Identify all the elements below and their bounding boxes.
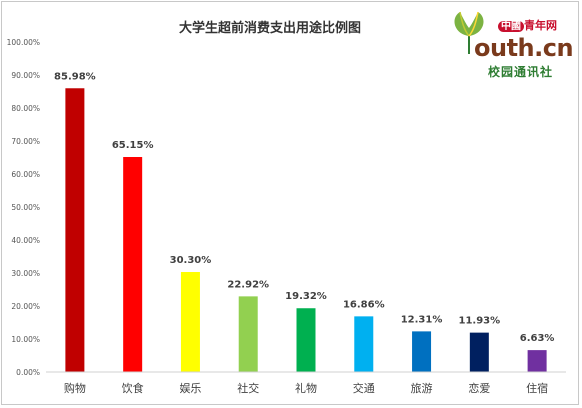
data-label: 6.63% xyxy=(520,333,555,344)
bar xyxy=(123,157,143,372)
bar xyxy=(469,332,489,372)
logo-top-label: 青年网 xyxy=(524,19,557,32)
logo-main-text: outh.cn xyxy=(474,34,574,62)
data-label: 12.31% xyxy=(401,314,443,325)
logo-badge: 中國 xyxy=(498,21,524,32)
y-tick-label: 70.00% xyxy=(11,137,40,146)
bar xyxy=(527,350,547,372)
x-tick-label: 礼物 xyxy=(295,381,317,395)
bar xyxy=(65,88,85,373)
chart-title: 大学生超前消费支出用途比例图 xyxy=(179,20,361,36)
x-tick-label: 饮食 xyxy=(122,381,144,395)
logo-sub-text: 校园通讯社 xyxy=(488,65,554,79)
bar xyxy=(412,331,432,372)
data-label: 22.92% xyxy=(227,279,269,290)
youth-cn-logo: 中國 青年网 outh.cn 校园通讯社 xyxy=(452,8,574,80)
x-tick-label: 恋爱 xyxy=(468,381,490,395)
x-tick-label: 社交 xyxy=(237,381,259,395)
y-tick-label: 30.00% xyxy=(11,269,40,278)
data-label: 11.93% xyxy=(459,316,501,327)
ginkgo-leaf-icon xyxy=(454,11,484,54)
x-tick-label: 购物 xyxy=(64,381,86,395)
x-tick-label: 住宿 xyxy=(526,381,548,395)
y-tick-label: 0.00% xyxy=(16,368,40,377)
y-tick-label: 90.00% xyxy=(11,71,40,80)
y-tick-label: 20.00% xyxy=(11,302,40,311)
data-label: 30.30% xyxy=(170,255,212,266)
y-tick-label: 100.00% xyxy=(7,38,40,47)
bar xyxy=(354,316,374,372)
y-tick-label: 50.00% xyxy=(11,203,40,212)
logo-top-text: 中國 青年网 xyxy=(498,17,557,33)
data-label: 16.86% xyxy=(343,299,385,310)
bar xyxy=(238,296,258,372)
y-tick-label: 80.00% xyxy=(11,104,40,113)
data-label: 65.15% xyxy=(112,140,154,151)
data-label: 85.98% xyxy=(54,71,96,82)
y-tick-label: 60.00% xyxy=(11,170,40,179)
y-tick-label: 10.00% xyxy=(11,335,40,344)
bar xyxy=(296,308,316,372)
x-tick-label: 旅游 xyxy=(411,381,433,395)
x-tick-label: 交通 xyxy=(353,381,375,395)
x-tick-label: 娱乐 xyxy=(179,381,201,395)
bar xyxy=(180,272,200,372)
data-label: 19.32% xyxy=(285,291,327,302)
y-tick-label: 40.00% xyxy=(11,236,40,245)
